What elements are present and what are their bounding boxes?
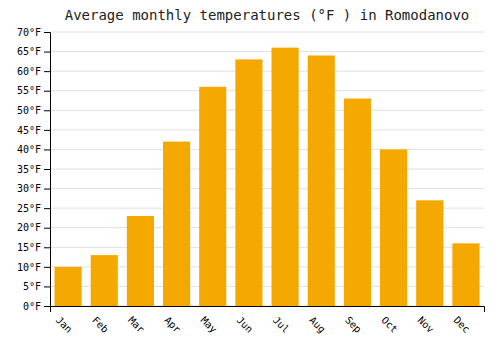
y-tick-label: 5°F <box>23 281 41 292</box>
bar <box>127 216 154 306</box>
grid-line <box>50 188 484 189</box>
grid-line <box>50 32 484 33</box>
y-tick: 5°F <box>23 281 50 292</box>
grid-line <box>50 51 484 52</box>
y-tick-mark <box>44 32 50 33</box>
y-tick-mark <box>44 247 50 248</box>
x-axis: Jan Feb Mar Apr May Jun Jul Aug Sep Oct Nov Dec <box>51 307 485 336</box>
bar <box>452 243 479 306</box>
x-tick: Aug <box>307 314 328 335</box>
y-tick-label: 50°F <box>17 105 41 116</box>
grid <box>50 32 484 306</box>
x-tick: Jun <box>235 314 256 335</box>
bar <box>163 142 190 306</box>
y-tick: 50°F <box>17 105 50 116</box>
y-tick: 65°F <box>17 46 50 57</box>
y-tick: 55°F <box>17 85 50 96</box>
x-tick-label: Dec <box>452 314 473 335</box>
x-tick: Mar <box>126 314 147 335</box>
y-tick-mark <box>44 208 50 209</box>
y-axis: 0°F 5°F 10°F 15°F 20°F 25°F 30°F 35°F 40°F 45°F 50… <box>17 27 51 312</box>
y-tick-mark <box>44 130 50 131</box>
x-tick: Apr <box>162 314 183 335</box>
plot: 0°F 5°F 10°F 15°F 20°F 25°F 30°F 35°F 40°F 45°F 50… <box>17 27 485 335</box>
chart: 0°F 5°F 10°F 15°F 20°F 25°F 30°F 35°F 40°F 45°F 50… <box>0 0 500 350</box>
x-tick-label: Mar <box>126 314 147 335</box>
bar <box>55 267 82 306</box>
y-tick: 0°F <box>23 301 50 312</box>
y-tick-label: 10°F <box>17 262 41 273</box>
y-tick: 10°F <box>17 262 50 273</box>
y-tick-label: 60°F <box>17 66 41 77</box>
y-tick-mark <box>44 306 50 307</box>
y-tick-label: 0°F <box>23 301 41 312</box>
y-tick-label: 20°F <box>17 222 41 233</box>
y-tick-mark <box>44 149 50 150</box>
bar <box>416 200 443 306</box>
x-tick: Oct <box>379 314 400 335</box>
x-tick-label: Aug <box>307 314 328 335</box>
y-tick-label: 45°F <box>17 125 41 136</box>
y-tick-label: 30°F <box>17 183 41 194</box>
x-tick-label: Jun <box>235 314 256 335</box>
x-tick-label: Nov <box>415 314 436 335</box>
x-tick: Dec <box>452 314 473 335</box>
bar <box>380 149 407 306</box>
x-tick: May <box>198 314 219 335</box>
y-tick: 25°F <box>17 203 50 214</box>
y-tick-label: 65°F <box>17 46 41 57</box>
y-tick-mark <box>44 228 50 229</box>
grid-line <box>50 129 484 130</box>
x-axis-line <box>51 307 485 313</box>
y-tick-label: 70°F <box>17 27 41 38</box>
y-tick: 15°F <box>17 242 50 253</box>
x-tick-label: Oct <box>379 314 400 335</box>
y-tick: 35°F <box>17 164 50 175</box>
y-tick: 40°F <box>17 144 50 155</box>
y-tick: 20°F <box>17 222 50 233</box>
y-tick-mark <box>44 52 50 53</box>
x-tick-label: Feb <box>90 314 111 335</box>
y-tick-label: 35°F <box>17 164 41 175</box>
x-tick-label: Apr <box>162 314 183 335</box>
bar <box>308 55 335 306</box>
y-tick-mark <box>44 286 50 287</box>
x-tick-label: Jan <box>54 314 75 335</box>
y-tick-mark <box>44 267 50 268</box>
y-tick-mark <box>44 169 50 170</box>
y-tick: 60°F <box>17 66 50 77</box>
bars <box>55 48 480 306</box>
y-tick-mark <box>44 91 50 92</box>
bar <box>344 99 371 306</box>
y-tick: 30°F <box>17 183 50 194</box>
y-tick-mark <box>44 189 50 190</box>
x-tick-label: May <box>198 314 219 335</box>
y-tick-mark <box>44 71 50 72</box>
bar <box>199 87 226 306</box>
y-tick-mark <box>44 110 50 111</box>
y-tick: 45°F <box>17 125 50 136</box>
grid-line <box>50 90 484 91</box>
y-axis-line <box>44 33 51 307</box>
y-tick-label: 15°F <box>17 242 41 253</box>
grid-line <box>50 149 484 150</box>
grid-line <box>50 71 484 72</box>
x-tick: Jan <box>54 314 75 335</box>
y-tick-label: 40°F <box>17 144 41 155</box>
x-tick-label: Sep <box>343 314 364 335</box>
grid-line <box>50 110 484 111</box>
y-tick-label: 55°F <box>17 85 41 96</box>
x-tick: Feb <box>90 314 111 335</box>
y-tick-label: 25°F <box>17 203 41 214</box>
grid-line <box>50 169 484 170</box>
title: Average monthly temperatures (°F ) in Ro… <box>65 7 470 23</box>
x-tick: Nov <box>415 314 436 335</box>
bar <box>272 48 299 306</box>
bar <box>91 255 118 306</box>
x-tick: Sep <box>343 314 364 335</box>
x-tick: Jul <box>271 314 292 335</box>
bar <box>235 59 262 306</box>
y-tick: 70°F <box>17 27 50 38</box>
x-tick-label: Jul <box>271 314 292 335</box>
